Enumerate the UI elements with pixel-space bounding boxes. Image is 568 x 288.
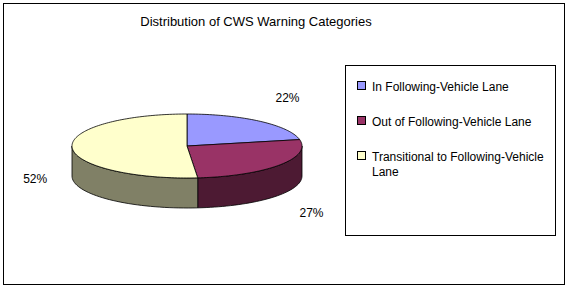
legend-swatch xyxy=(358,152,366,160)
chart-title: Distribution of CWS Warning Categories xyxy=(140,14,372,29)
legend-label: In Following-Vehicle Lane xyxy=(372,80,509,94)
pie xyxy=(72,114,302,208)
legend-box xyxy=(346,66,556,236)
legend-swatch xyxy=(358,117,366,125)
data-label: 52% xyxy=(23,172,47,186)
chart-root: Distribution of CWS Warning Categories 22… xyxy=(0,0,568,288)
pie-slice xyxy=(72,114,198,178)
data-label: 27% xyxy=(300,206,324,220)
legend-label: Out of Following-Vehicle Lane xyxy=(372,115,532,129)
legend: In Following-Vehicle Lane Out of Followin… xyxy=(346,66,556,236)
legend-label: Transitional to Following-VehicleLane xyxy=(372,150,544,179)
legend-swatch xyxy=(358,82,366,90)
chart-border xyxy=(4,4,565,285)
pie-slice xyxy=(187,140,302,178)
data-label: 22% xyxy=(276,91,300,105)
